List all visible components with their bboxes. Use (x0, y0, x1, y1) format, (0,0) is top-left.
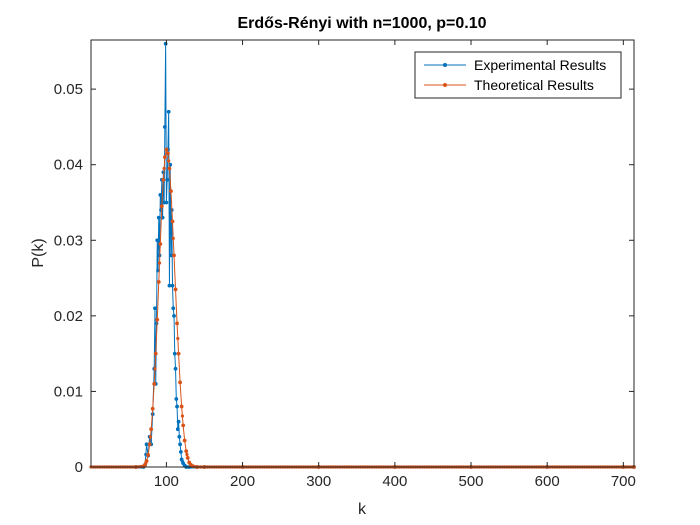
data-point-theoretical (166, 151, 170, 156)
series-marker-theoretical (180, 414, 184, 418)
data-point-theoretical (185, 456, 190, 460)
data-point-theoretical (158, 242, 163, 246)
series-marker-theoretical (153, 367, 157, 371)
data-point-theoretical (184, 449, 189, 454)
data-point-experimental (162, 125, 167, 129)
data-point-experimental (165, 177, 170, 182)
data-point-experimental (174, 397, 179, 401)
data-point-experimental (171, 306, 176, 311)
data-point-experimental (163, 41, 168, 46)
data-point-theoretical (164, 147, 169, 152)
y-tick-label: 0.04 (54, 157, 83, 174)
data-point-experimental (172, 313, 176, 318)
data-point-theoretical (162, 155, 167, 160)
data-point-theoretical (161, 177, 166, 182)
data-point-theoretical (170, 219, 175, 224)
series-marker-theoretical (162, 166, 166, 171)
x-tick-label: 200 (230, 473, 255, 490)
data-point-theoretical (167, 166, 172, 171)
data-point-experimental (158, 193, 163, 197)
legend-label-theoretical: Theoretical Results (474, 77, 594, 93)
data-point-experimental (156, 215, 161, 220)
x-tick-label: 500 (459, 473, 484, 490)
data-point-theoretical (155, 317, 160, 322)
y-axis-label: P(k) (30, 238, 47, 267)
data-point-experimental (159, 208, 163, 212)
y-tick-label: 0.01 (54, 383, 83, 400)
data-point-experimental (179, 457, 184, 462)
data-point-theoretical (156, 279, 161, 284)
data-point-theoretical (181, 423, 186, 428)
x-tick-label: 100 (154, 473, 179, 490)
y-tick-label: 0 (75, 459, 83, 476)
data-point-experimental (175, 427, 180, 432)
data-point-theoretical (159, 204, 164, 209)
series-marker-theoretical (171, 236, 175, 240)
legend-label-experimental: Experimental Results (474, 57, 606, 73)
data-point-experimental (144, 442, 149, 447)
data-point-experimental (178, 449, 183, 454)
data-point-theoretical (146, 453, 151, 457)
data-point-theoretical (178, 380, 183, 385)
data-point-theoretical (152, 381, 157, 386)
data-point-theoretical (149, 427, 154, 432)
data-point-experimental (153, 306, 157, 311)
legend: Experimental Results Theoretical Results (414, 51, 622, 99)
data-point-experimental (175, 404, 179, 409)
data-point-theoretical (169, 189, 173, 194)
chart-title: Erdős-Rényi with n=1000, p=0.10 (238, 15, 487, 32)
plot-area (91, 40, 634, 467)
legend-marker-experimental (443, 63, 447, 67)
data-point-experimental (167, 283, 172, 288)
data-point-experimental (169, 253, 173, 258)
data-point-theoretical (150, 406, 155, 411)
data-point-experimental (170, 283, 175, 288)
data-point-theoretical (144, 459, 149, 463)
x-ticks: 100 200 300 400 500 600 700 (154, 40, 636, 490)
series-layer (89, 41, 636, 469)
series-marker-theoretical (167, 159, 171, 163)
series-marker-theoretical (176, 336, 180, 341)
y-tick-label: 0.02 (54, 308, 83, 325)
legend-box (414, 51, 622, 99)
x-tick-label: 600 (535, 473, 560, 490)
data-point-experimental (154, 321, 159, 326)
data-point-theoretical (179, 404, 184, 409)
data-point-theoretical (143, 462, 147, 467)
series-marker-theoretical (185, 452, 189, 457)
data-point-theoretical (172, 253, 176, 258)
data-point-theoretical (147, 442, 152, 447)
plot-frame (90, 39, 635, 468)
legend-marker-theoretical (443, 83, 447, 87)
data-point-experimental (176, 419, 181, 424)
x-tick-label: 300 (306, 473, 331, 490)
data-point-theoretical (173, 287, 178, 292)
data-point-experimental (172, 351, 177, 356)
x-tick-label: 400 (382, 473, 407, 490)
series-marker-theoretical (157, 261, 162, 265)
y-ticks: 0 0.01 0.02 0.03 0.04 0.05 (54, 81, 634, 476)
data-point-experimental (178, 442, 183, 447)
data-point-experimental (173, 366, 178, 371)
series-marker-theoretical (148, 435, 152, 439)
data-point-theoretical (182, 438, 187, 443)
y-tick-label: 0.03 (54, 232, 83, 249)
data-point-experimental (177, 434, 182, 439)
data-point-theoretical (175, 321, 179, 326)
data-point-experimental (164, 200, 169, 205)
data-point-theoretical (191, 464, 195, 469)
data-point-experimental (166, 109, 171, 114)
x-axis-label: k (358, 501, 367, 518)
x-tick-label: 700 (611, 473, 636, 490)
y-tick-label: 0.05 (54, 81, 83, 98)
data-point-experimental (155, 238, 160, 243)
data-point-theoretical (176, 351, 181, 356)
data-point-theoretical (153, 351, 158, 356)
